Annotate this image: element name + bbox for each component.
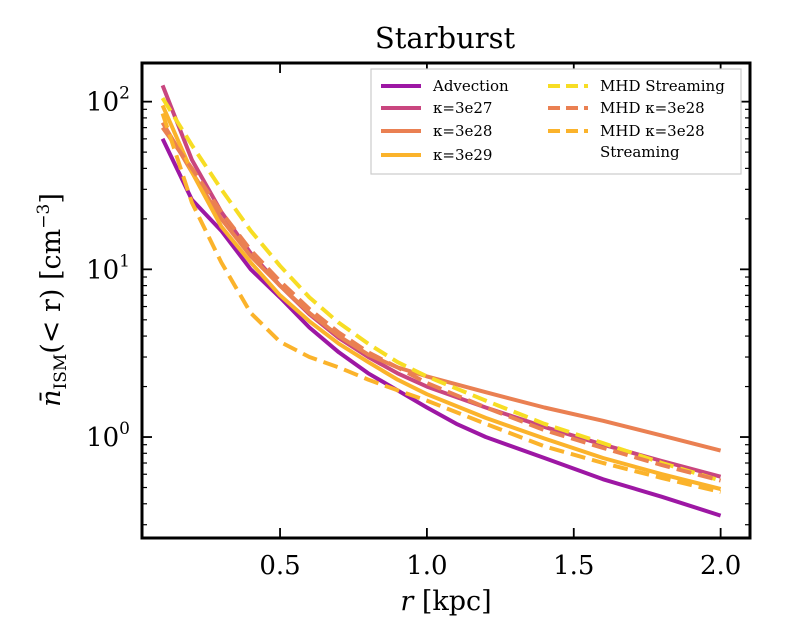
x-tick-label-2: 1.5 — [553, 551, 594, 581]
y-axis-label: n̄ISM(< r) [cm−3] — [34, 193, 71, 407]
y-tick-label-2: 102 — [86, 84, 130, 118]
series-line-3 — [160, 104, 722, 491]
series-line-2 — [160, 121, 722, 453]
series-line-4 — [160, 97, 722, 483]
series-line-5 — [160, 126, 722, 483]
y-tick-label-1: 101 — [86, 251, 130, 285]
legend-label-right-3: Streaming — [600, 143, 680, 161]
legend-label-left-3: κ=3e29 — [433, 146, 492, 164]
ticks-layer: 0.5 1.0 1.5 2.0 100 101 102 — [86, 63, 750, 581]
legend-label-right-1: MHD κ=3e28 — [600, 99, 705, 117]
chart-title: Starburst — [375, 21, 516, 55]
x-tick-label-0: 0.5 — [259, 551, 300, 581]
legend-label-right-2: MHD κ=3e28 — [600, 122, 705, 140]
x-tick-label-1: 1.0 — [406, 551, 447, 581]
x-tick-label-3: 2.0 — [700, 551, 741, 581]
x-axis-label: r [kpc] — [400, 586, 491, 617]
series-layer — [160, 84, 722, 518]
series-line-0 — [160, 137, 722, 518]
legend: Advection κ=3e27 κ=3e28 κ=3e29 MHD Streaming… — [370, 68, 742, 175]
plot-frame — [140, 61, 752, 540]
y-tick-label-0: 100 — [86, 419, 130, 453]
legend-label-left-2: κ=3e28 — [433, 122, 492, 140]
series-line-6 — [160, 112, 722, 494]
legend-label-left-1: κ=3e27 — [433, 99, 492, 117]
legend-label-right-0: MHD Streaming — [600, 77, 725, 95]
legend-label-left-0: Advection — [432, 77, 509, 95]
